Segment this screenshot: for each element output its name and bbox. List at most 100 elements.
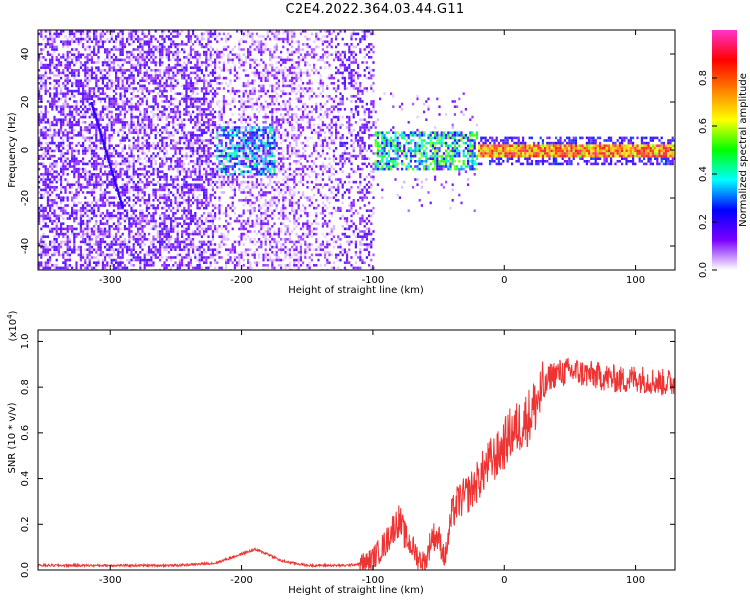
spectrogram-cell <box>97 43 100 46</box>
spectrogram-cell <box>194 266 197 270</box>
spectrogram-cell <box>148 136 151 140</box>
spectrogram-cell <box>132 66 135 69</box>
spectrogram-cell <box>198 160 201 163</box>
spectrogram-cell <box>229 180 232 184</box>
spectrogram-cell <box>66 69 69 72</box>
spectrogram-cell <box>62 227 65 231</box>
spectrogram-cell <box>46 217 49 220</box>
spectrogram-cell <box>84 196 87 199</box>
spectrogram-cell <box>60 113 63 116</box>
spectrogram-cell <box>165 264 168 267</box>
spectrogram-cell <box>46 118 49 121</box>
spectrogram-cell <box>57 71 60 75</box>
spectrogram-cell <box>170 100 173 103</box>
spectrogram-cell <box>66 121 69 124</box>
spectrogram-cell <box>73 183 76 186</box>
spectrogram-cell <box>192 167 195 171</box>
spectrogram-cell <box>64 66 67 69</box>
spectrogram-cell <box>134 32 137 36</box>
spectrogram-cell <box>42 248 45 251</box>
spectrogram-cell <box>247 79 250 82</box>
spectrogram-cell <box>99 175 102 179</box>
spectrogram-cell <box>53 212 56 215</box>
spectrogram-cell <box>99 141 102 145</box>
spectrogram-cell <box>227 147 230 150</box>
spectrogram-cell <box>44 69 47 72</box>
spectrogram-cell <box>163 261 166 264</box>
spectrogram-cell <box>42 251 45 254</box>
spectrogram-cell <box>134 160 137 163</box>
spectrogram-cell <box>163 199 166 202</box>
spectrogram-cell <box>60 170 63 173</box>
spectrogram-cell <box>253 251 256 254</box>
spectrogram-cell <box>251 183 254 186</box>
spectrogram-cell <box>93 154 96 158</box>
spectrogram-cell <box>222 235 225 238</box>
spectrogram-cell <box>84 232 87 236</box>
spectrogram-cell <box>165 89 168 93</box>
spectrogram-cell <box>108 139 111 142</box>
spectrogram-cell <box>196 186 199 189</box>
spectrogram-cell <box>132 40 135 43</box>
spectrogram-cell <box>163 232 166 236</box>
spectrogram-cell <box>55 222 58 225</box>
spectrogram-cell <box>62 71 65 75</box>
spectrogram-cell <box>73 76 76 80</box>
spectrogram-cell <box>203 79 206 82</box>
spectrogram-cell <box>99 69 102 72</box>
spectrogram-cell <box>115 87 118 90</box>
spectrogram-cell <box>167 256 170 259</box>
spectrogram-cell <box>60 209 63 212</box>
spectrogram-cell <box>183 87 186 90</box>
spectrogram-cell <box>225 180 228 184</box>
spectrogram-cell <box>167 37 170 41</box>
spectrogram-cell <box>82 95 85 98</box>
spectrogram-cell <box>196 206 199 210</box>
spectrogram-cell <box>40 48 43 51</box>
spectrogram-cell <box>141 248 144 251</box>
spectrogram-cell <box>163 30 166 33</box>
spectrogram-cell <box>49 219 52 223</box>
spectrogram-cell <box>209 170 212 173</box>
spectrogram-cell <box>88 238 91 241</box>
spectrogram-cell <box>253 79 256 82</box>
spectrogram-cell <box>86 108 89 111</box>
spectrogram-cell <box>185 56 188 59</box>
spectrogram-cell <box>185 79 188 82</box>
spectrogram-cell <box>55 238 58 241</box>
spectrogram-cell <box>88 173 91 176</box>
spectrogram-cell <box>170 147 173 150</box>
spectrogram-cell <box>137 53 140 56</box>
spectrogram-cell <box>165 118 168 121</box>
spectrogram-cell <box>130 30 133 33</box>
spectrogram-cell <box>178 243 181 246</box>
spectrogram-cell <box>60 30 63 33</box>
spectrogram-cell <box>77 82 80 85</box>
spectrogram-cell <box>123 131 126 134</box>
spectrogram-cell <box>121 123 124 127</box>
spectrogram-cell <box>79 56 82 59</box>
spectrogram-cell <box>233 180 236 184</box>
spectrogram-cell <box>244 61 247 64</box>
spectrogram-cell <box>163 87 166 90</box>
spectrogram-cell <box>99 178 102 181</box>
spectrogram-cell <box>211 32 214 36</box>
spectrogram-cell <box>101 157 104 160</box>
spectrogram-cell <box>148 170 151 173</box>
spectrogram-cell <box>106 76 109 80</box>
spectrogram-cell <box>97 245 100 249</box>
spectrogram-cell <box>222 61 225 64</box>
spectrogram-cell <box>200 118 203 121</box>
spectrogram-cell <box>108 191 111 194</box>
spectrogram-cell <box>203 152 206 155</box>
spectrogram-cell <box>86 61 89 64</box>
spectrogram-cell <box>68 128 71 132</box>
spectrogram-cell <box>154 128 157 132</box>
spectrogram-cell <box>174 141 177 145</box>
spectrogram-cell <box>174 30 177 33</box>
spectrogram-cell <box>211 222 214 225</box>
spectrogram-cell <box>233 157 236 160</box>
spectrogram-cell <box>132 264 135 267</box>
spectrogram-cell <box>194 214 197 218</box>
spectrogram-cell <box>154 113 157 116</box>
